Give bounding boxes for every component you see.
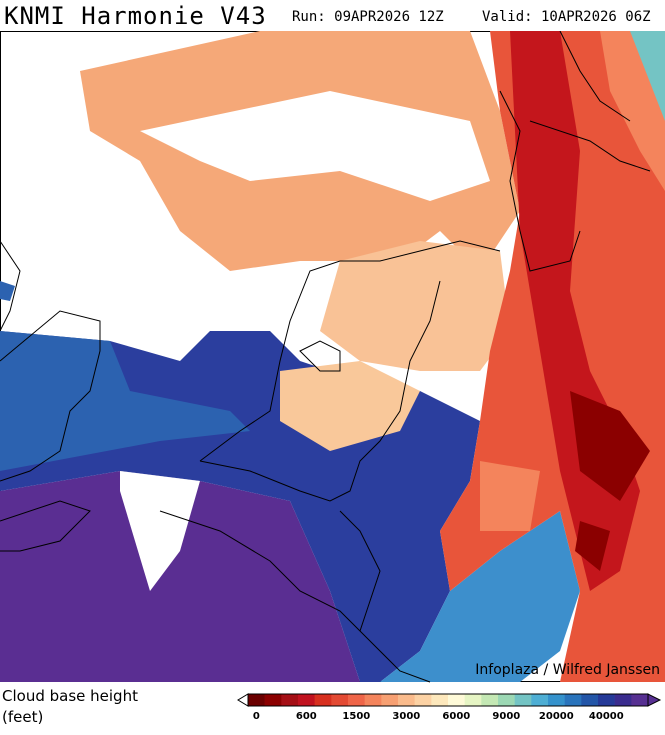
colorbar-tick-label: 6000 (442, 711, 470, 722)
credit: Infoplaza / Wilfred Janssen (475, 662, 660, 678)
colorbar: 0 600 1500 3000 6000 9000 20000 40000 (237, 693, 662, 722)
colorbar-segment (264, 694, 282, 706)
colorbar-frame (247, 693, 649, 707)
colorbar-tick-label: 3000 (392, 711, 420, 722)
colorbar-segment (414, 694, 432, 706)
colorbar-tick-label: 9000 (492, 711, 520, 722)
colorbar-segment (348, 694, 365, 706)
colorbar-arrow (647, 693, 662, 707)
colorbar-segment (514, 694, 532, 706)
colorbar-segment (448, 694, 465, 706)
legend-label: Cloud base height (feet) (2, 687, 138, 726)
colorbar-segment (481, 694, 499, 706)
colorbar-tick-label: 1500 (342, 711, 370, 722)
colorbar-segment (331, 694, 349, 706)
colorbar-segment (314, 694, 332, 706)
colorbar-segment (581, 694, 599, 706)
colorbar-tick-label: 0 (253, 711, 260, 722)
colorbar-segment (614, 694, 632, 706)
colorbar-segment (248, 694, 265, 706)
valid-time: Valid: 10APR2026 06Z (482, 9, 651, 25)
colorbar-segment (431, 694, 449, 706)
colorbar-tick-label: 20000 (539, 711, 574, 722)
colorbar-arrow (237, 693, 249, 707)
title: KNMI Harmonie V43 (4, 2, 267, 30)
map: Infoplaza / Wilfred Janssen (0, 31, 665, 683)
colorbar-segment (548, 694, 565, 706)
colorbar-segment (564, 694, 582, 706)
colorbar-segment (631, 694, 649, 706)
colorbar-segment (398, 694, 415, 706)
colorbar-tick-label: 600 (296, 711, 317, 722)
colorbar-tick-label: 40000 (589, 711, 624, 722)
run-time: Run: 09APR2026 12Z (292, 9, 444, 25)
colorbar-segment (498, 694, 515, 706)
coastlines (0, 31, 651, 683)
cloud-field (0, 31, 665, 682)
colorbar-segment (598, 694, 615, 706)
colorbar-segment (281, 694, 299, 706)
colorbar-segment (298, 694, 315, 706)
colorbar-segment (381, 694, 399, 706)
colorbar-segment (531, 694, 549, 706)
colorbar-segment (364, 694, 382, 706)
colorbar-segment (464, 694, 482, 706)
